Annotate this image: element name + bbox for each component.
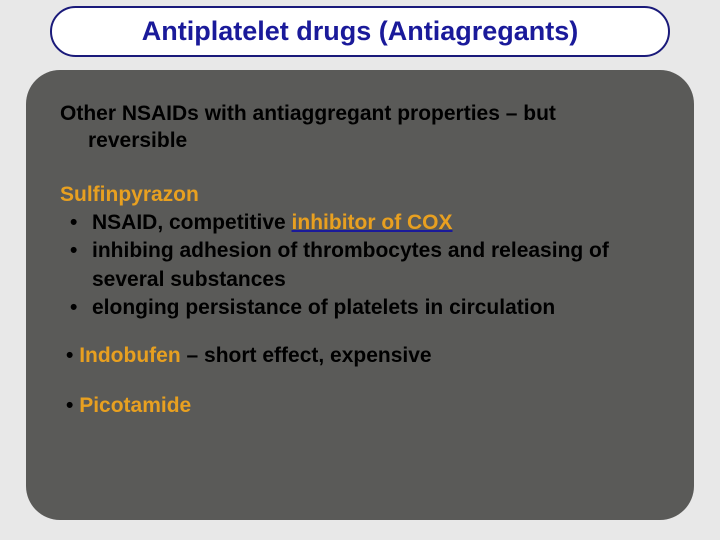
subtitle-line2: reversible — [60, 127, 660, 154]
sulfinpyrazon-b1-highlight: inhibitor of COX — [292, 211, 453, 234]
sulfinpyrazon-bullets: NSAID, competitive inhibitor of COX inhi… — [60, 209, 660, 322]
indobufen-line: Indobufen – short effect, expensive — [60, 344, 660, 368]
sulfinpyrazon-b3: elonging persistance of platelets in cir… — [66, 294, 660, 322]
indobufen-name: Indobufen — [79, 344, 180, 367]
sulfinpyrazon-name: Sulfinpyrazon — [60, 181, 660, 209]
sulfinpyrazon-b1-prefix: NSAID, competitive — [92, 211, 292, 234]
picotamide-line: Picotamide — [60, 394, 660, 418]
sulfinpyrazon-b1: NSAID, competitive inhibitor of COX — [66, 209, 660, 237]
slide-title-container: Antiplatelet drugs (Antiagregants) — [50, 6, 670, 57]
slide-title: Antiplatelet drugs (Antiagregants) — [72, 16, 648, 47]
indobufen-rest: – short effect, expensive — [181, 344, 432, 367]
subtitle-line1: Other NSAIDs with antiaggregant properti… — [60, 102, 556, 125]
sulfinpyrazon-block: Sulfinpyrazon NSAID, competitive inhibit… — [60, 181, 660, 323]
subtitle: Other NSAIDs with antiaggregant properti… — [60, 100, 660, 155]
picotamide-name: Picotamide — [79, 394, 191, 417]
sulfinpyrazon-b2: inhibing adhesion of thrombocytes and re… — [66, 237, 660, 294]
content-panel: Other NSAIDs with antiaggregant properti… — [26, 70, 694, 520]
